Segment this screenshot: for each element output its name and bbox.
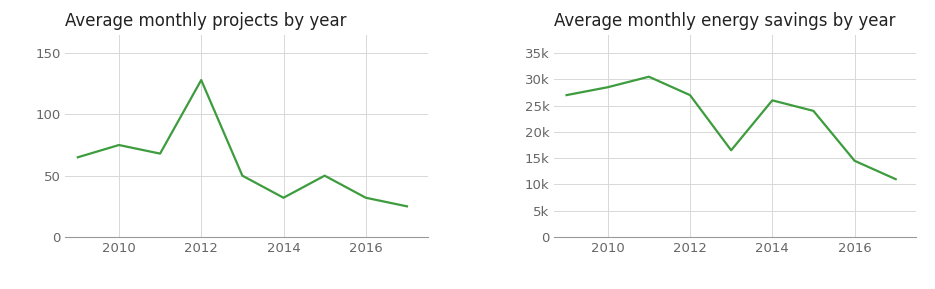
Text: Average monthly projects by year: Average monthly projects by year	[65, 12, 347, 30]
Text: Average monthly energy savings by year: Average monthly energy savings by year	[554, 12, 896, 30]
